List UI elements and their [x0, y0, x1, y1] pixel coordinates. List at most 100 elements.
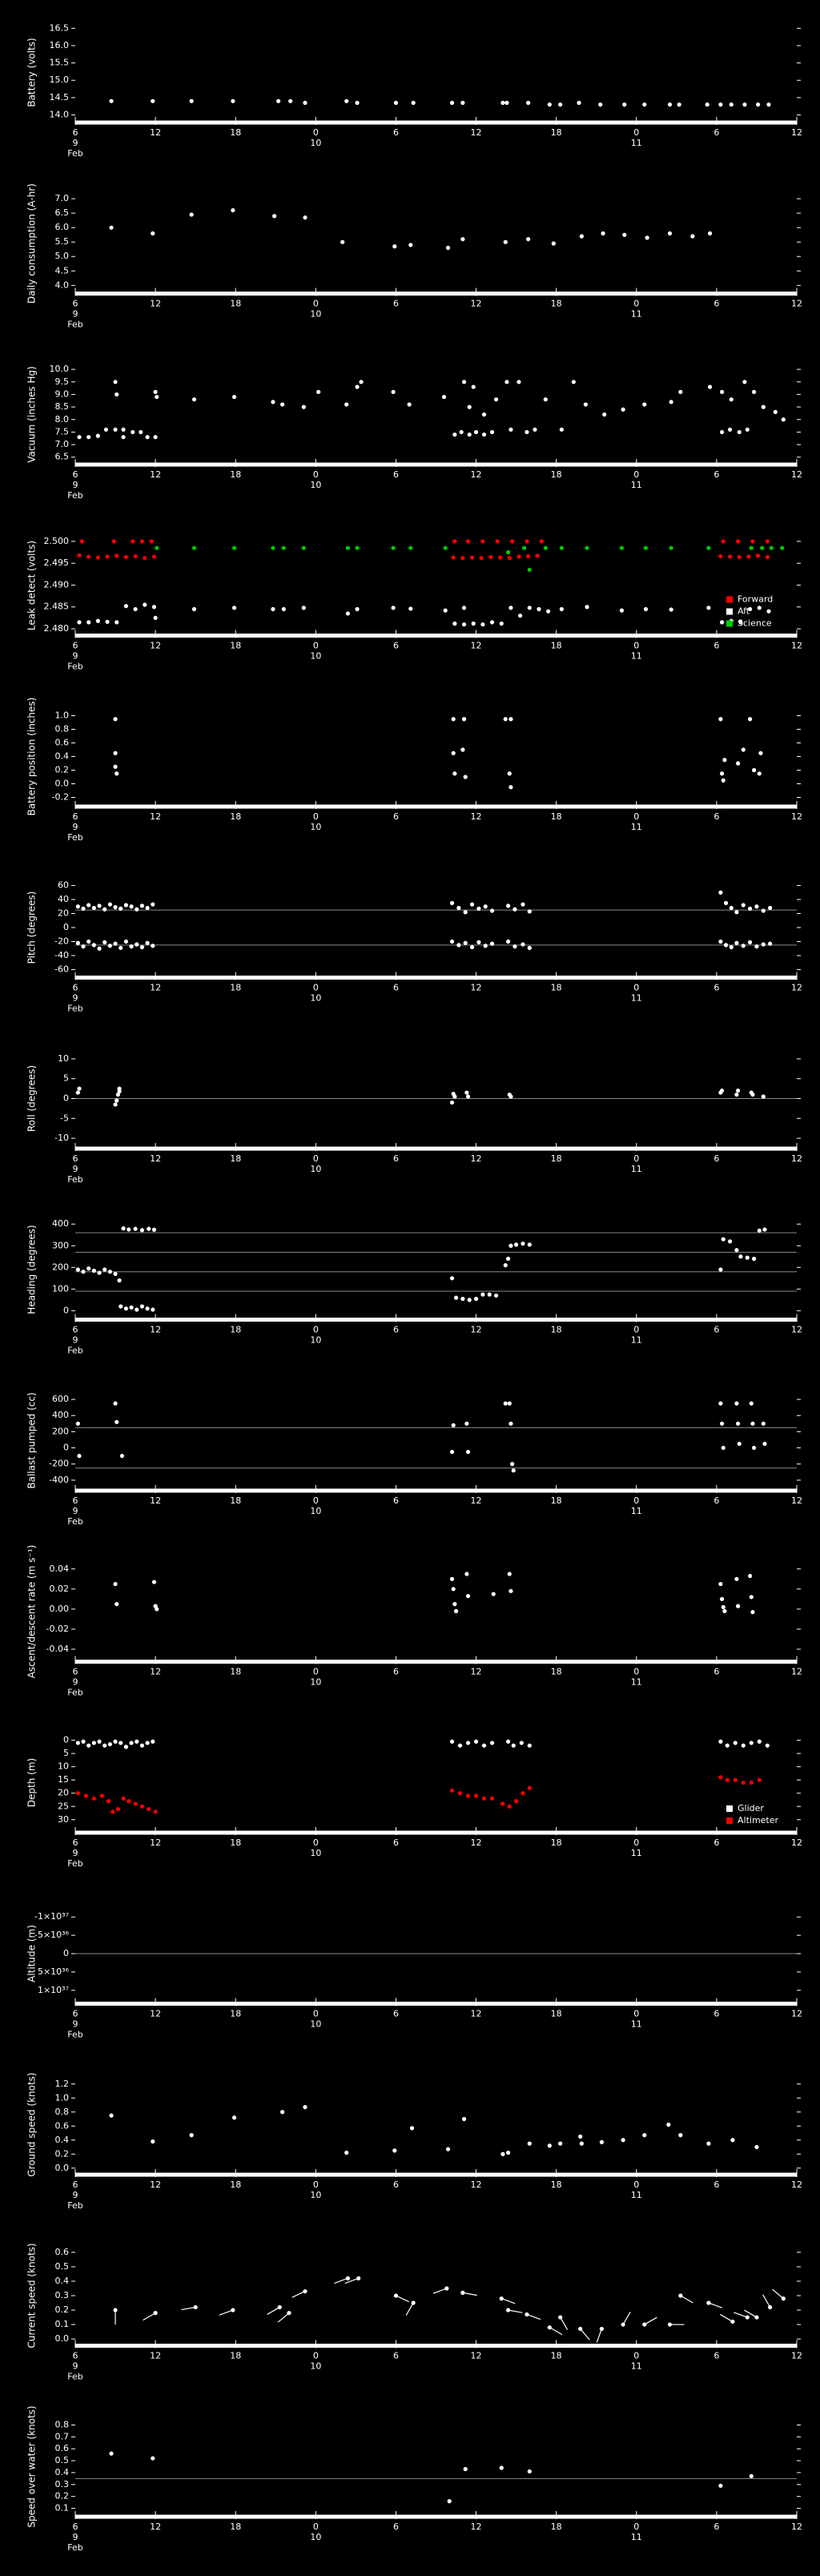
data-point	[109, 2451, 114, 2456]
data-point	[271, 606, 275, 612]
y-tick-label: 2.480	[44, 623, 70, 634]
x-tick-label: 6	[713, 127, 719, 138]
data-point	[139, 904, 145, 908]
data-point	[493, 397, 499, 402]
data-point	[91, 943, 96, 948]
data-point	[749, 1741, 754, 1745]
current-arrow	[680, 2295, 693, 2304]
data-point	[392, 244, 397, 249]
data-point	[107, 902, 112, 907]
y-tick-label: 0.3	[55, 2479, 70, 2489]
data-point	[461, 622, 467, 627]
x-tick-label: 6	[73, 2009, 78, 2019]
data-point	[734, 1092, 739, 1097]
data-point	[77, 1454, 82, 1459]
data-point	[153, 435, 158, 440]
y-tick-label: 0.6	[55, 2443, 70, 2453]
data-point	[734, 940, 739, 945]
x-tick-label: 6	[73, 641, 78, 651]
current-arrow	[526, 2313, 541, 2320]
data-point	[500, 2151, 505, 2156]
date-label: 9	[73, 822, 78, 832]
y-axis-label: Ascent/descent rate (m s⁻¹)	[26, 1545, 38, 1679]
data-point	[301, 405, 306, 409]
data-point	[749, 2473, 754, 2478]
date-label: 10	[310, 138, 321, 148]
data-point	[115, 1092, 120, 1097]
y-tick-label: 20	[58, 1788, 69, 1798]
data-point	[133, 553, 138, 559]
data-point	[761, 405, 766, 409]
y-tick-label: 14.0	[50, 110, 70, 120]
data-point	[79, 539, 84, 544]
data-point	[77, 435, 82, 440]
y-tick-label: 0.6	[55, 2120, 70, 2131]
data-point	[139, 1743, 145, 1748]
data-point	[481, 412, 487, 417]
data-point	[559, 427, 564, 432]
data-point	[666, 2122, 671, 2127]
month-label: Feb	[67, 1174, 82, 1185]
data-point	[131, 429, 135, 435]
data-point	[543, 397, 548, 402]
data-point	[465, 1094, 471, 1099]
date-label: 10	[310, 2019, 321, 2030]
date-label: 11	[631, 993, 642, 1004]
data-point	[119, 1304, 123, 1309]
data-point	[514, 1242, 519, 1247]
data-point	[756, 102, 761, 107]
x-tick-label: 18	[230, 2009, 241, 2019]
x-tick-label: 18	[551, 1153, 562, 1164]
x-tick-label: 12	[150, 1153, 161, 1164]
current-arrow	[508, 2309, 523, 2313]
data-point	[780, 545, 785, 550]
current-arrow	[720, 2313, 734, 2322]
data-point	[453, 1295, 459, 1300]
data-point	[506, 2150, 511, 2155]
x-tick-label: 18	[230, 1837, 241, 1848]
data-point	[735, 761, 741, 766]
x-tick-label: 0	[313, 811, 319, 822]
data-point	[272, 214, 277, 219]
data-point	[445, 2147, 451, 2151]
data-point	[121, 1796, 126, 1801]
current-arrow	[708, 2302, 722, 2308]
data-point	[678, 2133, 683, 2138]
date-label: 11	[631, 2190, 642, 2200]
data-point	[757, 1228, 762, 1233]
data-point	[451, 751, 456, 755]
data-point	[359, 380, 364, 384]
data-point	[473, 1739, 479, 1744]
data-point	[506, 1739, 511, 1744]
data-point	[729, 397, 734, 402]
y-tick-label: 40	[58, 894, 69, 904]
data-point	[460, 2290, 465, 2295]
data-point	[121, 435, 126, 440]
data-point	[115, 1419, 119, 1424]
data-point	[153, 389, 158, 394]
data-point	[109, 99, 114, 103]
data-point	[303, 100, 308, 105]
x-tick-label: 6	[393, 1837, 399, 1848]
data-point	[621, 2322, 625, 2327]
y-tick-label: 0.8	[55, 2107, 70, 2117]
data-point	[103, 427, 108, 432]
current-arrow	[432, 2288, 448, 2294]
data-point	[473, 1296, 479, 1302]
y-tick-label: 0.5	[55, 2455, 70, 2465]
x-tick-label: 12	[150, 2180, 161, 2190]
x-tick-label: 6	[73, 1495, 78, 1506]
x-tick-label: 12	[471, 1667, 482, 1677]
data-point	[316, 389, 321, 394]
data-point	[139, 1228, 145, 1233]
legend-swatch	[726, 596, 733, 603]
data-point	[391, 606, 396, 610]
current-arrow	[762, 2294, 771, 2308]
data-point	[75, 1791, 80, 1796]
x-tick-label: 18	[551, 2180, 562, 2190]
month-label: Feb	[67, 2200, 82, 2211]
data-point	[449, 939, 455, 944]
data-point	[449, 100, 455, 105]
data-point	[547, 102, 552, 107]
y-tick-label: -0.02	[46, 1624, 69, 1634]
